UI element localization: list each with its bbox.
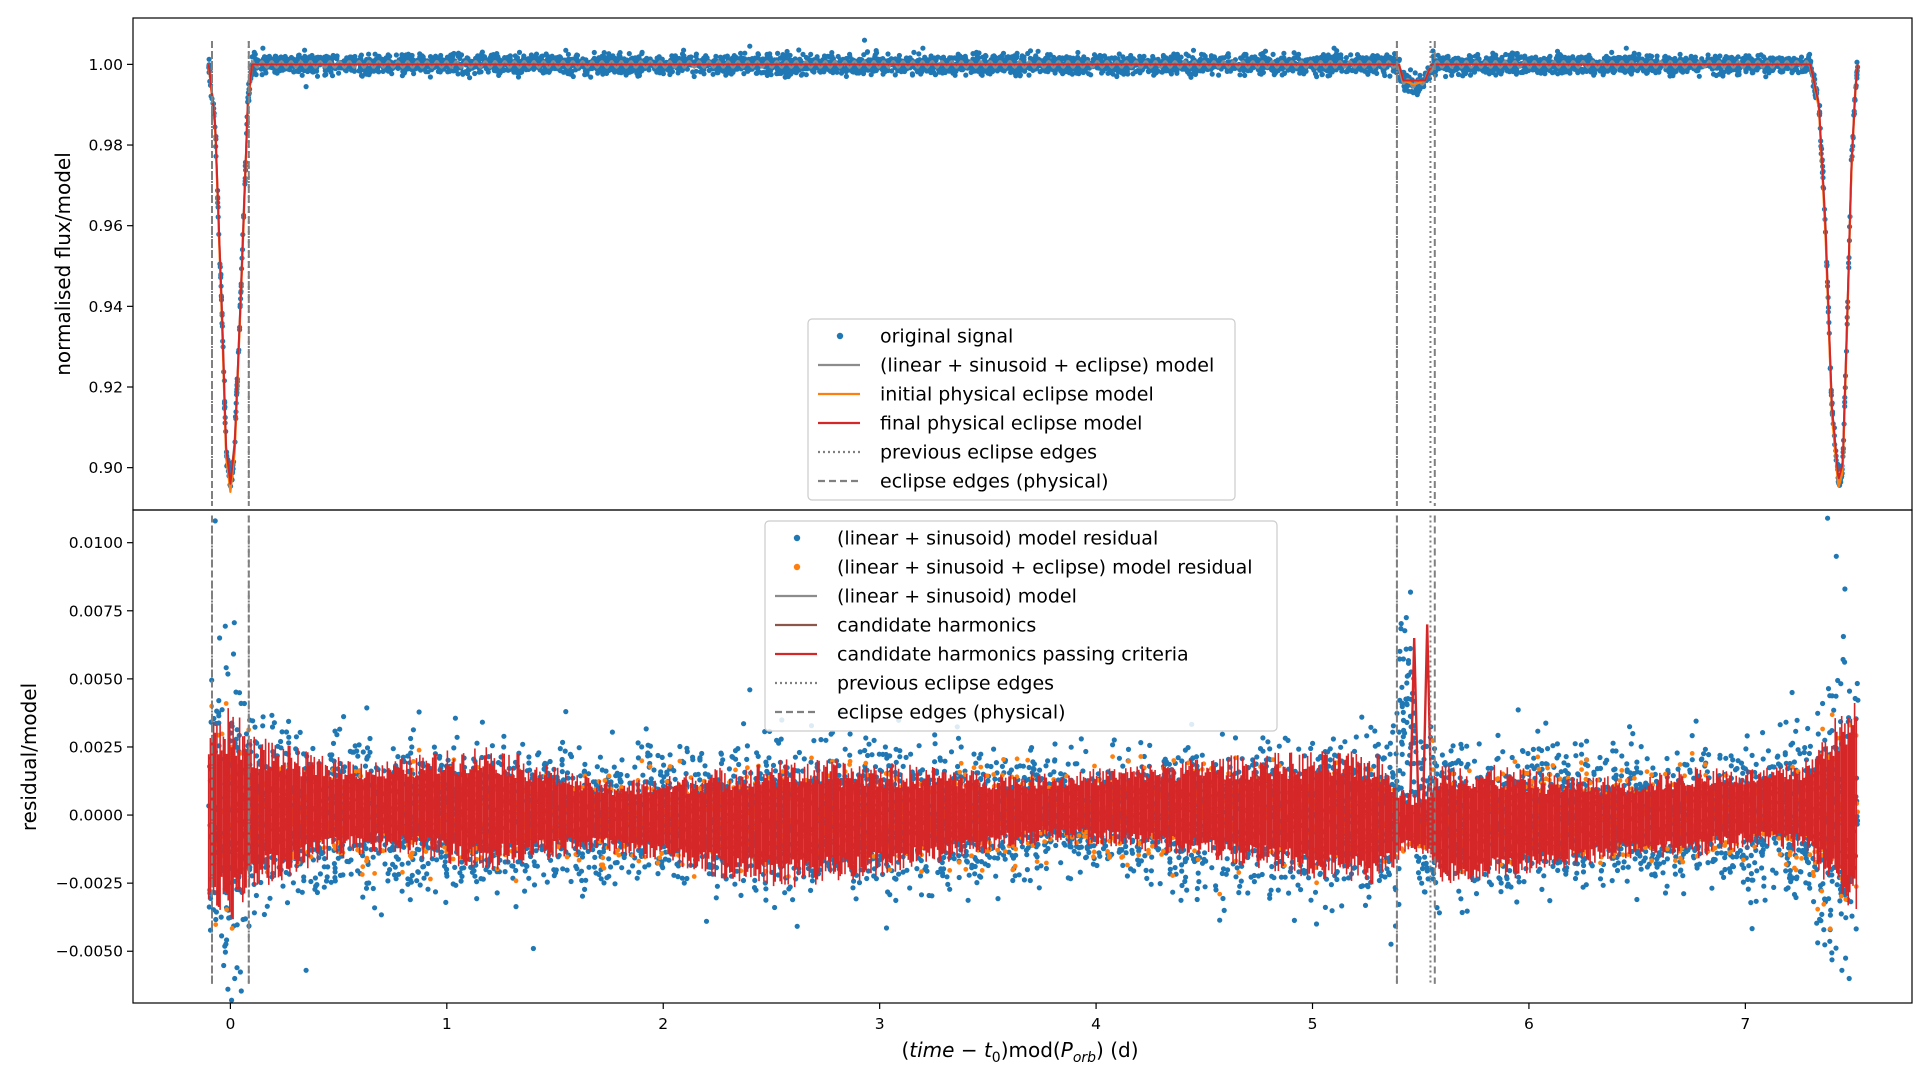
bottom-legend-label-2: (linear + sinusoid) model <box>837 586 1077 608</box>
bottom-residual-outliers <box>212 515 1852 982</box>
bottom-legend-label-4: candidate harmonics passing criteria <box>837 644 1189 666</box>
bottom-legend-handle-0 <box>793 534 801 542</box>
top-legend-label-2: initial physical eclipse model <box>880 384 1154 406</box>
top-ytick-label-2: 0.94 <box>88 298 123 316</box>
xtick-label-4: 4 <box>1091 1015 1101 1033</box>
top-legend-label-5: eclipse edges (physical) <box>880 471 1109 493</box>
bottom-legend-label-3: candidate harmonics <box>837 615 1036 637</box>
top-signal-outliers <box>260 37 1727 90</box>
x-axis-label: (time − t0)mod(Porb) (d) <box>901 1038 1138 1066</box>
xtick-label-5: 5 <box>1308 1015 1318 1033</box>
top-ytick-label-3: 0.96 <box>88 217 123 235</box>
bottom-legend-box <box>764 520 1278 732</box>
top-grey-model-line <box>207 59 1859 488</box>
top-legend: original signal (linear + sinusoid + ecli… <box>807 318 1236 501</box>
bottom-ytick-label-0: −0.0050 <box>56 943 123 961</box>
bottom-ytick-label-6: 0.0100 <box>69 534 123 552</box>
bottom-eclipse-spikes <box>1395 624 1433 843</box>
xtick-label-7: 7 <box>1740 1015 1750 1033</box>
top-legend-handle-0 <box>836 332 844 340</box>
top-legend-label-4: previous eclipse edges <box>880 442 1097 464</box>
bottom-ytick-label-3: 0.0025 <box>69 738 123 756</box>
xtick-label-3: 3 <box>875 1015 885 1033</box>
bottom-legend-label-5: previous eclipse edges <box>837 673 1054 695</box>
xtick-label-0: 0 <box>225 1015 235 1033</box>
top-ytick-label-4: 0.98 <box>88 137 123 155</box>
top-final-model-line <box>207 63 1859 485</box>
top-ytick-label-0: 0.90 <box>88 459 123 477</box>
xtick-label-6: 6 <box>1524 1015 1534 1033</box>
top-ytick-label-1: 0.92 <box>88 379 123 397</box>
top-y-axis: 0.90 0.92 0.94 0.96 0.98 1.00 <box>88 56 133 477</box>
bottom-y-axis-label: residual/model <box>17 683 41 831</box>
bottom-axes-frame <box>132 509 1913 1004</box>
top-panel: 0.90 0.92 0.94 0.96 0.98 1.00 normalised flux… <box>51 17 1913 511</box>
bottom-ytick-label-4: 0.0050 <box>69 670 123 688</box>
xtick-label-2: 2 <box>658 1015 668 1033</box>
bottom-legend: (linear + sinusoid) model residual (linea… <box>764 520 1278 732</box>
bottom-ytick-label-5: 0.0075 <box>69 602 123 620</box>
top-ytick-label-5: 1.00 <box>88 56 123 74</box>
bottom-legend-handle-1 <box>793 563 801 571</box>
top-y-axis-label: normalised flux/model <box>51 152 75 376</box>
bottom-plot-area <box>206 515 1861 1003</box>
top-legend-label-0: original signal <box>880 326 1013 348</box>
top-plot-area <box>206 37 1861 506</box>
bottom-ytick-label-2: 0.0000 <box>69 807 123 825</box>
bottom-panel: −0.0050 −0.0025 0.0000 0.0025 0.0050 0.0075 0.… <box>17 509 1913 1066</box>
xtick-label-1: 1 <box>442 1015 452 1033</box>
top-legend-label-3: final physical eclipse model <box>880 413 1142 435</box>
bottom-ytick-label-1: −0.0025 <box>56 875 123 893</box>
top-legend-label-1: (linear + sinusoid + eclipse) model <box>880 355 1214 377</box>
bottom-harmonics-band <box>207 703 1858 920</box>
bottom-y-axis: −0.0050 −0.0025 0.0000 0.0025 0.0050 0.0075 0.… <box>56 534 133 961</box>
x-axis: 0 1 2 3 4 5 6 7 <box>225 1003 1750 1033</box>
bottom-legend-label-6: eclipse edges (physical) <box>837 702 1066 724</box>
bottom-legend-label-0: (linear + sinusoid) model residual <box>837 528 1158 550</box>
top-legend-box <box>807 318 1236 501</box>
bottom-legend-label-1: (linear + sinusoid + eclipse) model resi… <box>837 557 1253 579</box>
